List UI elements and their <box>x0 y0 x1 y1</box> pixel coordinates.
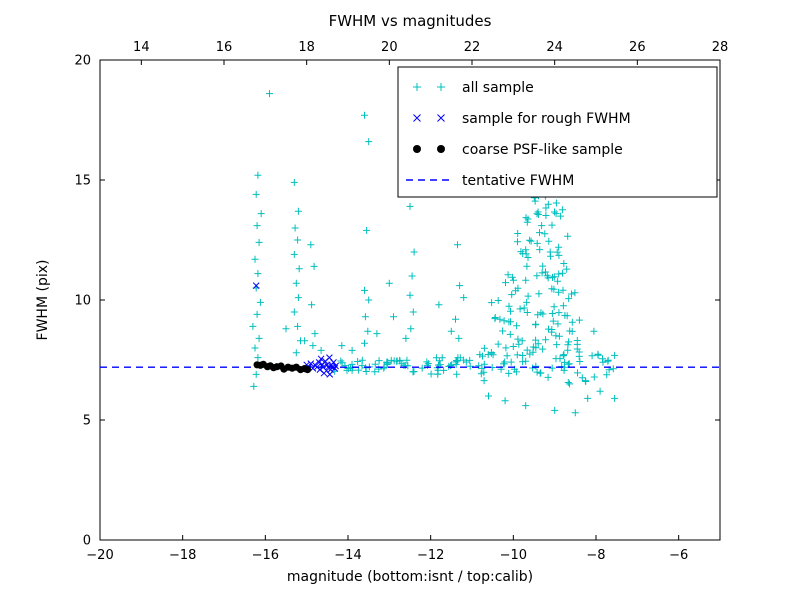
y-axis-label: FWHM (pix) <box>35 260 51 341</box>
x-bottom-tick-label: −18 <box>169 548 196 563</box>
legend-label: all sample <box>462 80 534 96</box>
x-bottom-tick-label: −16 <box>252 548 279 563</box>
x-top-tick-label: 20 <box>381 40 398 55</box>
x-top-tick-label: 18 <box>298 40 315 55</box>
legend: all sample sample for rough FWHM coarse PS… <box>397 66 718 198</box>
x-top-tick-label: 16 <box>216 40 233 55</box>
legend-label: sample for rough FWHM <box>462 111 631 127</box>
x-top-tick-label: 22 <box>464 40 481 55</box>
legend-entry: tentative FWHM <box>406 173 574 189</box>
legend-label: coarse PSF-like sample <box>462 142 623 158</box>
legend-entry: coarse PSF-like sample <box>413 142 623 158</box>
all-sample-points <box>249 90 619 417</box>
legend-plus-marker <box>437 83 445 91</box>
psf-sample-points <box>253 360 312 374</box>
y-tick-label: 15 <box>74 174 91 189</box>
x-axis-label: magnitude (bottom:isnt / top:calib) <box>287 569 533 585</box>
y-tick-label: 0 <box>83 534 91 549</box>
y-tick-label: 5 <box>83 414 91 429</box>
legend-dot-marker <box>437 145 445 153</box>
x-bottom-tick-label: −12 <box>417 548 444 563</box>
legend-x-marker <box>437 114 445 122</box>
legend-dot-marker <box>413 145 421 153</box>
x-bottom-tick-label: −20 <box>86 548 113 563</box>
legend-plus-marker <box>413 83 421 91</box>
x-top-tick-label: 24 <box>546 40 563 55</box>
y-tick-label: 10 <box>74 294 91 309</box>
legend-entry: all sample <box>413 80 534 96</box>
x-bottom-tick-label: −8 <box>586 548 605 563</box>
x-top-tick-label: 28 <box>712 40 729 55</box>
legend-box <box>397 66 718 198</box>
legend-entry: sample for rough FWHM <box>413 111 631 127</box>
x-top-tick-label: 14 <box>133 40 150 55</box>
tick-marks <box>99 59 721 541</box>
all-sample-points-markers <box>249 90 619 417</box>
psf-sample-points-marker <box>303 366 312 374</box>
y-tick-label: 20 <box>74 54 91 69</box>
legend-x-marker <box>413 114 421 122</box>
x-top-tick-label: 26 <box>629 40 646 55</box>
plot-title: FWHM vs magnitudes <box>329 12 492 30</box>
legend-label: tentative FWHM <box>462 173 574 189</box>
x-bottom-tick-label: −10 <box>500 548 527 563</box>
x-bottom-tick-label: −14 <box>334 548 361 563</box>
x-bottom-tick-label: −6 <box>669 548 688 563</box>
